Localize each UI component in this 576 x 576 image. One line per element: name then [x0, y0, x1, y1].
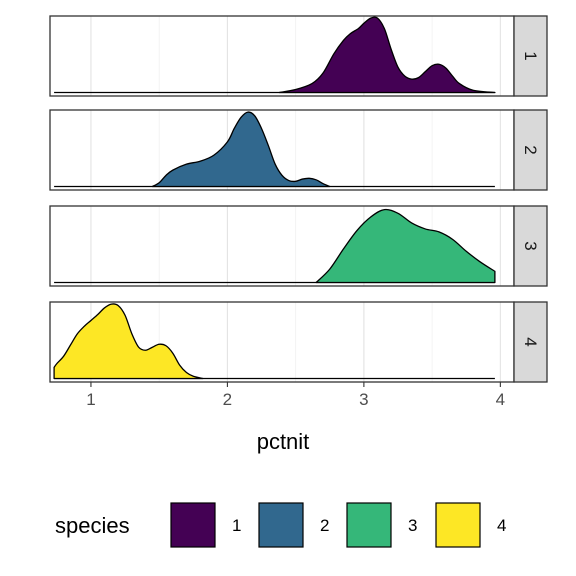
legend-item-3: 3: [347, 503, 417, 547]
facet-panel-1: 1: [50, 16, 547, 96]
legend-label: 1: [232, 516, 241, 535]
legend-items: 1 2 3 4: [171, 503, 506, 547]
legend-title: species: [55, 513, 130, 538]
x-tick-label: 1: [86, 390, 95, 409]
facet-panel-4: 4: [50, 302, 547, 382]
legend-item-1: 1: [171, 503, 241, 547]
facet-panel-3: 3: [50, 206, 547, 286]
facet-strip-label: 1: [521, 51, 540, 60]
x-tick-label: 4: [496, 390, 505, 409]
x-tick-label: 3: [359, 390, 368, 409]
legend-key: [436, 503, 480, 547]
x-axis: 1 2 3 4: [86, 382, 505, 409]
legend-label: 2: [320, 516, 329, 535]
facet-strip-label: 4: [521, 337, 540, 346]
facet-strip-label: 3: [521, 241, 540, 250]
legend-key: [259, 503, 303, 547]
legend-key: [347, 503, 391, 547]
facet-panel-2: 2: [50, 110, 547, 190]
x-axis-title: pctnit: [257, 429, 310, 454]
legend-item-4: 4: [436, 503, 506, 547]
legend-key: [171, 503, 215, 547]
legend-label: 3: [408, 516, 417, 535]
legend-label: 4: [497, 516, 506, 535]
facet-panels: 1 2 3 4: [50, 16, 547, 382]
facet-strip-label: 2: [521, 145, 540, 154]
legend-item-2: 2: [259, 503, 329, 547]
legend: species 1 2 3 4: [55, 503, 506, 547]
x-tick-label: 2: [223, 390, 232, 409]
